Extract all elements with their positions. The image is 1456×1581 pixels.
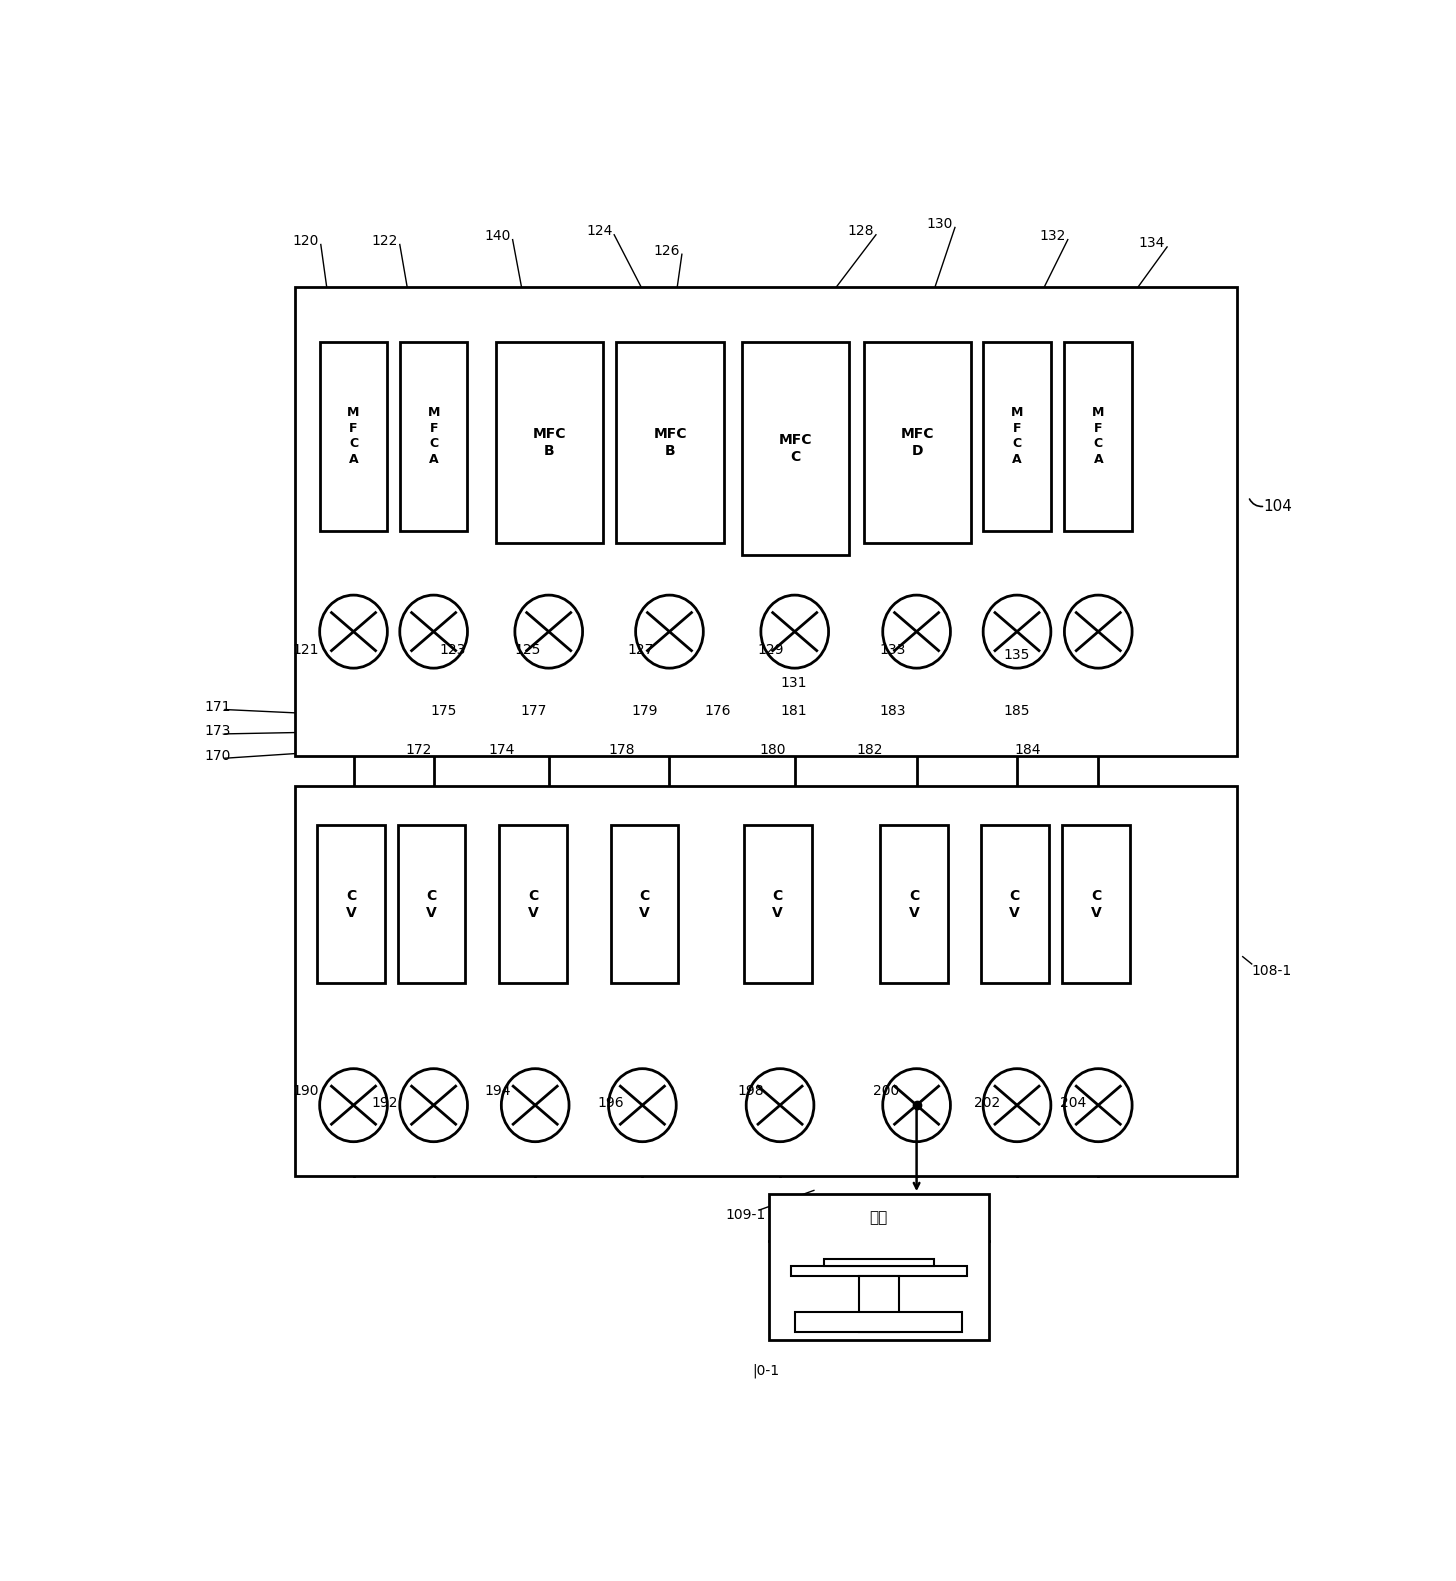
Text: 178: 178	[609, 743, 635, 757]
Text: 171: 171	[204, 700, 232, 715]
Bar	[791, 1266, 967, 1276]
Bar	[1064, 341, 1133, 531]
Text: 125: 125	[515, 643, 542, 656]
Bar	[495, 341, 603, 542]
Bar	[769, 1194, 989, 1341]
Bar	[983, 341, 1051, 531]
Text: M
F
C
A: M F C A	[428, 406, 440, 466]
Text: MFC
B: MFC B	[654, 427, 687, 458]
Text: 194: 194	[485, 1083, 511, 1097]
Text: 174: 174	[489, 743, 515, 757]
Text: 126: 126	[654, 243, 680, 258]
Text: C
V: C V	[639, 889, 649, 920]
Text: 184: 184	[1015, 743, 1041, 757]
Text: 109-1: 109-1	[727, 1208, 766, 1222]
Text: 127: 127	[628, 643, 654, 656]
Text: C
V: C V	[527, 889, 539, 920]
Text: |0-1: |0-1	[751, 1363, 779, 1377]
Text: MFC
D: MFC D	[900, 427, 933, 458]
Text: MFC
C: MFC C	[779, 433, 812, 465]
Text: M
F
C
A: M F C A	[348, 406, 360, 466]
Text: 182: 182	[856, 743, 884, 757]
Text: 120: 120	[293, 234, 319, 248]
Text: 104: 104	[1262, 498, 1291, 514]
Text: 170: 170	[204, 749, 232, 762]
Text: 133: 133	[879, 643, 906, 656]
Bar	[320, 341, 387, 531]
Bar	[824, 1258, 933, 1266]
Bar	[981, 825, 1048, 983]
Text: MFC
B: MFC B	[533, 427, 566, 458]
Text: C
V: C V	[427, 889, 437, 920]
Bar	[741, 341, 849, 555]
Text: 124: 124	[585, 225, 613, 239]
Text: C
V: C V	[909, 889, 920, 920]
Text: C
V: C V	[1091, 889, 1101, 920]
Bar	[296, 786, 1238, 1176]
Text: 132: 132	[1040, 229, 1066, 243]
Text: 172: 172	[405, 743, 432, 757]
Text: 121: 121	[293, 643, 319, 656]
Bar	[616, 341, 724, 542]
Bar	[400, 341, 467, 531]
Text: 204: 204	[1060, 1096, 1086, 1110]
Bar	[1063, 825, 1130, 983]
Bar	[881, 825, 948, 983]
Text: 196: 196	[597, 1096, 623, 1110]
Bar	[744, 825, 811, 983]
Text: 183: 183	[879, 704, 906, 718]
Text: 198: 198	[737, 1083, 764, 1097]
Text: 122: 122	[371, 234, 397, 248]
Text: 180: 180	[760, 743, 786, 757]
Text: M
F
C
A: M F C A	[1010, 406, 1024, 466]
Text: 135: 135	[1003, 648, 1029, 662]
Text: 129: 129	[757, 643, 783, 656]
Text: C
V: C V	[773, 889, 783, 920]
Text: 134: 134	[1139, 236, 1165, 250]
Text: M
F
C
A: M F C A	[1092, 406, 1105, 466]
Bar	[397, 825, 466, 983]
Text: 131: 131	[780, 675, 807, 689]
Text: 140: 140	[485, 229, 511, 243]
Bar	[863, 341, 971, 542]
Text: 123: 123	[440, 643, 466, 656]
Bar	[499, 825, 566, 983]
Text: 200: 200	[872, 1083, 898, 1097]
Text: 128: 128	[847, 225, 874, 239]
Text: 173: 173	[204, 724, 232, 738]
Bar	[296, 288, 1238, 756]
Text: 130: 130	[927, 217, 954, 231]
Text: 108-1: 108-1	[1252, 964, 1291, 979]
Bar	[612, 825, 678, 983]
Bar	[859, 1276, 898, 1333]
Text: 181: 181	[780, 704, 807, 718]
Text: 185: 185	[1003, 704, 1029, 718]
Text: C
V: C V	[347, 889, 357, 920]
Text: 喷头: 喷头	[869, 1209, 888, 1225]
Text: 192: 192	[371, 1096, 397, 1110]
Text: 177: 177	[521, 704, 547, 718]
Text: 176: 176	[705, 704, 731, 718]
Text: 175: 175	[431, 704, 457, 718]
Bar	[795, 1312, 962, 1333]
Bar	[317, 825, 384, 983]
Text: C
V: C V	[1009, 889, 1021, 920]
Text: 179: 179	[630, 704, 658, 718]
Text: 190: 190	[293, 1083, 319, 1097]
Text: 202: 202	[974, 1096, 1000, 1110]
